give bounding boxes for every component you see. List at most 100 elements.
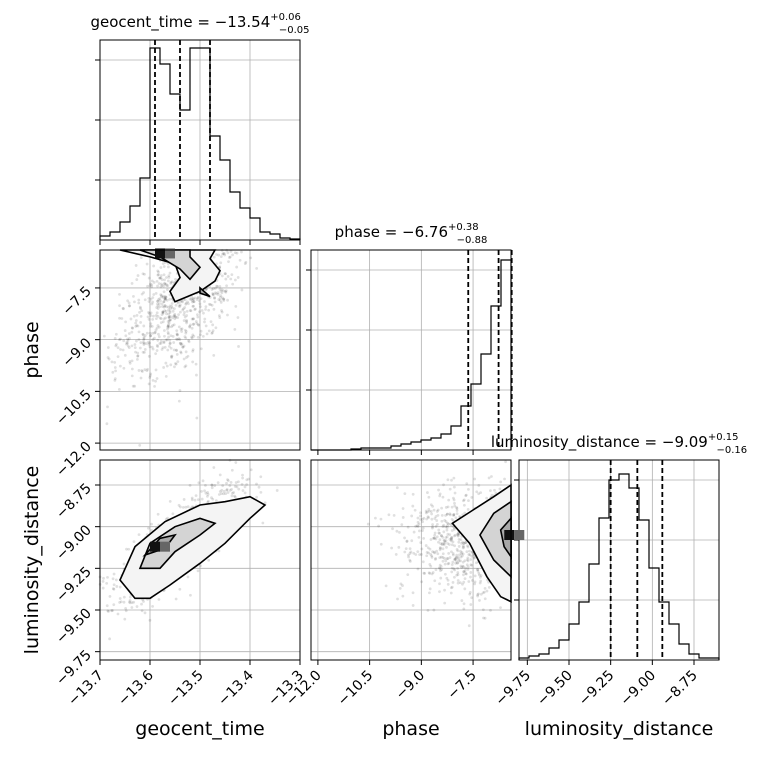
ytick-label-phase-1: −10.5 — [53, 387, 95, 429]
panel-geocent_time-vs-phase-sample — [130, 330, 134, 334]
panel-phase-vs-luminosity_distance-sample — [468, 553, 472, 557]
panel-phase-vs-luminosity_distance-sample — [460, 599, 464, 602]
panel-geocent_time-vs-phase-sample — [236, 276, 240, 279]
panel-phase-vs-luminosity_distance-peak-adj — [514, 530, 525, 540]
panel-geocent_time-vs-phase-sample — [184, 350, 188, 354]
panel-geocent_time-vs-phase-sample — [194, 307, 197, 311]
panel-geocent_time-vs-phase-sample — [233, 251, 237, 255]
panel-geocent_time-vs-phase-sample — [166, 348, 170, 352]
panel-phase-vs-luminosity_distance-sample — [457, 540, 461, 544]
panel-geocent_time-vs-phase-sample — [218, 316, 222, 320]
panel-geocent_time-vs-phase-sample — [115, 343, 118, 346]
panel-geocent_time-vs-phase-sample — [191, 348, 195, 352]
panel-geocent_time-vs-luminosity_distance-sample — [156, 512, 160, 516]
panel-phase-vs-luminosity_distance-sample — [453, 504, 457, 508]
panel-geocent_time-vs-phase-sample — [141, 350, 145, 354]
panel-geocent_time-vs-phase-sample — [167, 316, 171, 319]
panel-geocent_time-vs-luminosity_distance-sample — [197, 481, 201, 485]
hist-geocent_time-panel: geocent_time = −13.54+0.06 −0.05 — [90, 12, 310, 245]
panel-geocent_time-vs-phase-sample — [156, 304, 160, 308]
panel-phase-vs-luminosity_distance-sample — [449, 522, 452, 526]
panel-geocent_time-vs-phase-sample — [133, 346, 137, 350]
panel-phase-vs-luminosity_distance-sample — [443, 572, 447, 576]
panel-geocent_time-vs-phase-sample — [224, 272, 227, 276]
panel-phase-vs-luminosity_distance-sample — [452, 534, 456, 538]
panel-geocent_time-vs-phase-sample — [158, 302, 161, 306]
panel-geocent_time-vs-phase-sample — [217, 253, 221, 257]
panel-geocent_time-vs-phase-sample — [150, 345, 154, 349]
panel-geocent_time-vs-phase-sample — [126, 344, 130, 348]
panel-geocent_time-vs-phase-sample — [168, 318, 172, 322]
panel-geocent_time-vs-luminosity_distance-sample — [128, 598, 132, 602]
panel-phase-vs-luminosity_distance-sample — [428, 547, 432, 551]
panel-geocent_time-vs-luminosity_distance-sample — [143, 611, 147, 615]
panel-geocent_time-vs-luminosity_distance-sample — [229, 480, 233, 484]
panel-phase-vs-luminosity_distance-sample — [455, 553, 459, 557]
panel-geocent_time-vs-luminosity_distance-contour-0 — [119, 495, 267, 600]
panel-geocent_time-vs-phase-sample — [168, 271, 172, 275]
panel-phase-vs-luminosity_distance-sample — [483, 586, 487, 590]
panel-geocent_time-vs-phase-sample — [159, 341, 163, 345]
panel-geocent_time-vs-phase-sample — [158, 316, 162, 320]
panel-geocent_time-vs-luminosity_distance-sample — [140, 602, 143, 606]
panel-geocent_time-vs-phase-sample — [135, 314, 139, 317]
panel-geocent_time-vs-luminosity_distance-sample — [237, 480, 240, 484]
panel-geocent_time-vs-phase-sample — [134, 324, 138, 328]
panel-phase-vs-luminosity_distance-sample — [445, 535, 449, 539]
panel-geocent_time-vs-phase-sample — [177, 313, 180, 316]
panel-geocent_time-vs-luminosity_distance-sample — [184, 505, 188, 509]
panel-geocent_time-vs-phase-sample — [195, 373, 198, 377]
panel-geocent_time-vs-phase-sample — [218, 284, 222, 288]
panel-geocent_time-vs-phase-sample — [233, 327, 237, 331]
panel-phase-vs-luminosity_distance-sample — [452, 513, 456, 516]
panel-geocent_time-vs-luminosity_distance-sample — [130, 606, 134, 609]
panel-geocent_time-vs-phase-sample — [117, 387, 121, 391]
panel-phase-vs-luminosity_distance-sample — [443, 588, 446, 592]
panel-geocent_time-vs-phase-sample — [161, 320, 165, 324]
panel-geocent_time-vs-phase — [95, 248, 301, 451]
panel-phase-vs-luminosity_distance-sample — [421, 517, 424, 521]
panel-geocent_time-vs-phase-sample — [167, 335, 170, 339]
panel-geocent_time-vs-luminosity_distance-sample — [207, 558, 211, 562]
panel-phase-vs-luminosity_distance-sample — [479, 491, 483, 495]
panel-geocent_time-vs-luminosity_distance-sample — [188, 484, 192, 487]
panel-phase-vs-luminosity_distance-sample — [433, 558, 437, 561]
panel-geocent_time-vs-phase-sample — [173, 317, 177, 321]
panel-phase-vs-luminosity_distance-sample — [431, 536, 435, 540]
panel-phase-vs-luminosity_distance-sample — [447, 561, 451, 565]
panel-geocent_time-vs-phase-sample — [211, 293, 215, 297]
panel-geocent_time-vs-phase-sample — [197, 323, 201, 327]
panel-geocent_time-vs-phase-sample — [143, 334, 147, 337]
panel-phase-vs-luminosity_distance-sample — [399, 582, 403, 586]
panel-phase-vs-luminosity_distance-sample — [504, 460, 507, 464]
xtick-label-phase-3: −7.5 — [445, 668, 480, 703]
panel-phase-vs-luminosity_distance-sample — [449, 536, 453, 540]
panel-geocent_time-vs-phase-sample — [160, 313, 164, 317]
panel-geocent_time-vs-phase-sample — [198, 310, 201, 314]
panel-phase-vs-luminosity_distance-sample — [414, 553, 418, 556]
panel-phase-vs-luminosity_distance-sample — [445, 576, 449, 580]
panel-phase-vs-luminosity_distance-sample — [454, 561, 458, 565]
panel-phase-vs-luminosity_distance-sample — [442, 530, 446, 534]
panel-geocent_time-vs-luminosity_distance-sample — [166, 516, 170, 520]
panel-geocent_time-vs-phase-sample — [167, 325, 171, 329]
panel-geocent_time-vs-phase-sample — [127, 301, 131, 305]
panel-geocent_time-vs-phase-sample — [210, 303, 214, 307]
panel-phase-vs-luminosity_distance-peak — [504, 530, 515, 540]
panel-geocent_time-vs-phase-sample — [169, 346, 173, 350]
panel-geocent_time-vs-luminosity_distance-sample — [230, 468, 234, 472]
panel-geocent_time-vs-phase-sample — [155, 326, 159, 330]
panel-phase-vs-luminosity_distance-sample — [401, 584, 404, 587]
panel-geocent_time-vs-luminosity_distance-sample — [135, 605, 139, 608]
panel-phase-vs-luminosity_distance-sample — [422, 516, 426, 520]
panel-phase-vs-luminosity_distance-sample — [435, 523, 439, 526]
panel-geocent_time-vs-phase-sample — [128, 361, 132, 365]
panel-geocent_time-vs-phase-sample — [149, 334, 153, 338]
panel-geocent_time-vs-luminosity_distance-sample — [147, 526, 150, 530]
panel-geocent_time-vs-luminosity_distance-sample — [204, 491, 208, 495]
panel-geocent_time-vs-phase-sample — [192, 317, 195, 321]
panel-geocent_time-vs-phase-sample — [162, 329, 166, 332]
panel-geocent_time-vs-luminosity_distance-sample — [102, 576, 105, 580]
panel-phase-vs-luminosity_distance-sample — [408, 552, 412, 555]
panel-geocent_time-vs-phase-sample — [167, 315, 171, 319]
